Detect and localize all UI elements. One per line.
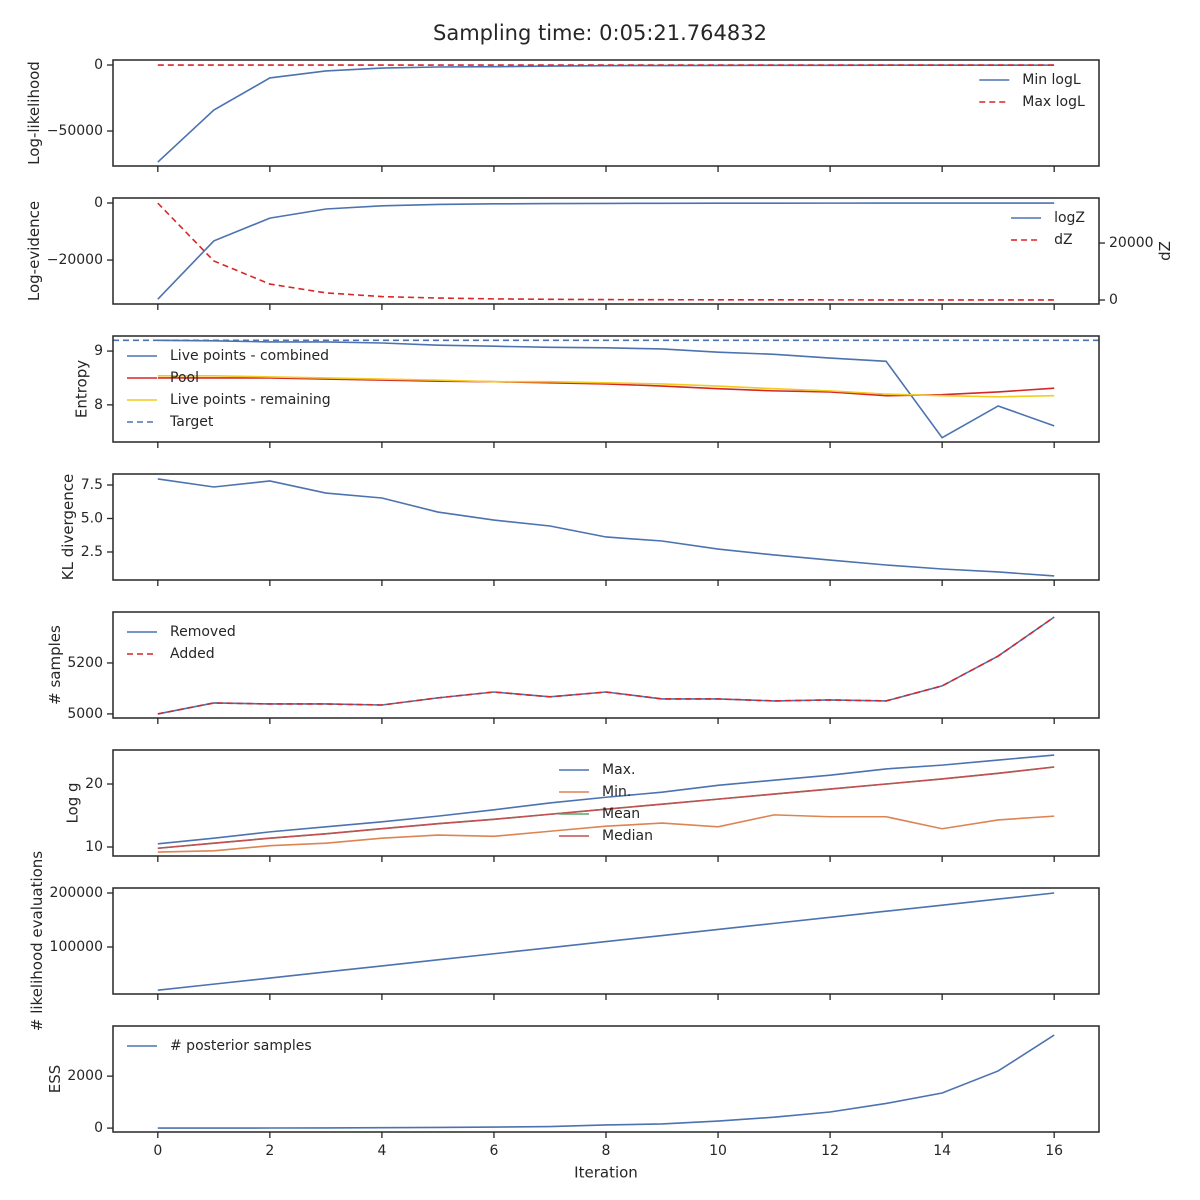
y-tick-label: 10	[85, 839, 103, 855]
legend-label: Removed	[170, 624, 236, 640]
legend-label: Max logL	[1022, 94, 1085, 110]
legend-label: Max.	[602, 762, 635, 778]
data-line	[157, 616, 1055, 715]
y-tick-label: −50000	[47, 123, 103, 139]
legend-label: dZ	[1054, 232, 1072, 248]
data-line	[157, 202, 1055, 301]
y-tick-label: 2.5	[81, 544, 103, 560]
y-tick-label: 0	[94, 1120, 103, 1136]
legend-label: logZ	[1054, 210, 1085, 226]
y-tick-label: 7.5	[81, 477, 103, 493]
y2-tick-label: 0	[1109, 292, 1118, 308]
y-tick-label: 5.0	[81, 510, 103, 526]
legend-label: Min logL	[1022, 72, 1081, 88]
x-tick-label: 10	[709, 1143, 727, 1159]
legend-label: Target	[169, 414, 214, 430]
y-tick-label: 8	[94, 397, 103, 413]
y-tick-label: 9	[94, 343, 103, 359]
y-tick-label: −20000	[47, 252, 103, 268]
y-axis-label: Log-likelihood	[25, 61, 43, 165]
legend-label: Live points - remaining	[170, 392, 331, 408]
y-tick-label: 0	[94, 57, 103, 73]
legend-label: Mean	[602, 806, 640, 822]
legend-label: Pool	[170, 370, 199, 386]
y-tick-label: 200000	[50, 885, 103, 901]
figure-title: Sampling time: 0:05:21.764832	[433, 21, 767, 45]
y-tick-label: 20	[85, 776, 103, 792]
data-line	[157, 766, 1055, 850]
data-line	[157, 1034, 1055, 1129]
x-tick-label: 6	[489, 1143, 498, 1159]
x-tick-label: 12	[821, 1143, 839, 1159]
y-axis-label: KL divergence	[59, 474, 77, 580]
y-axis-label: Log-evidence	[25, 201, 43, 301]
y-axis-label: # samples	[46, 625, 64, 705]
y2-axis-label: dZ	[1156, 241, 1174, 261]
y-axis-label: Entropy	[73, 360, 91, 418]
axes-frame	[112, 59, 1100, 167]
data-line	[157, 814, 1055, 853]
x-tick-label: 0	[153, 1143, 162, 1159]
legend-label: Live points - combined	[170, 348, 329, 364]
y-tick-label: 5200	[67, 655, 103, 671]
data-line	[157, 892, 1055, 991]
data-line	[157, 616, 1055, 715]
data-line	[157, 478, 1055, 577]
axes-frame	[112, 197, 1100, 305]
x-axis-label: Iteration	[574, 1164, 638, 1182]
y-tick-label: 100000	[50, 939, 103, 955]
legend-label: Min.	[602, 784, 631, 800]
data-line	[157, 202, 1055, 300]
data-line	[157, 375, 1055, 398]
y-axis-label: Log g	[64, 782, 82, 823]
legend-label: Median	[602, 828, 653, 844]
data-line	[157, 64, 1055, 163]
x-tick-label: 2	[265, 1143, 274, 1159]
y2-tick-label: 20000	[1109, 235, 1154, 251]
x-tick-label: 8	[602, 1143, 611, 1159]
legend-label: # posterior samples	[170, 1038, 312, 1054]
legend-label: Added	[170, 646, 215, 662]
axes-frame	[112, 473, 1100, 581]
y-axis-label: # likelihood evaluations	[28, 851, 46, 1031]
x-tick-label: 16	[1045, 1143, 1063, 1159]
y-axis-label: ESS	[46, 1065, 64, 1094]
x-tick-label: 4	[377, 1143, 386, 1159]
data-line	[157, 339, 1055, 439]
x-tick-label: 14	[933, 1143, 951, 1159]
data-line	[157, 754, 1055, 845]
y-tick-label: 0	[94, 195, 103, 211]
y-tick-label: 5000	[67, 706, 103, 722]
axes-frame	[112, 611, 1100, 719]
y-tick-label: 2000	[67, 1068, 103, 1084]
